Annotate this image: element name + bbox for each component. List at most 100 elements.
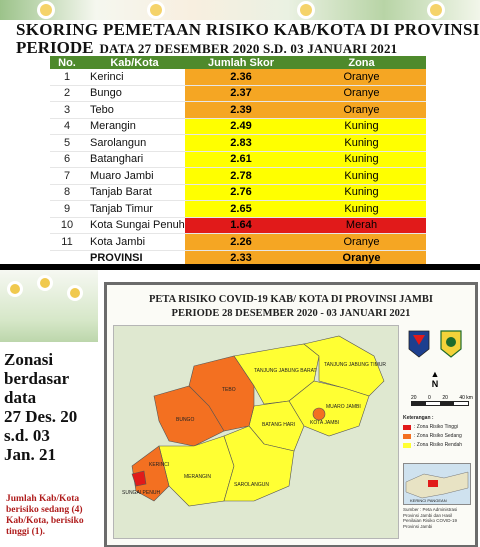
cell-skor: 2.76 [185,184,297,201]
flower-icon [430,4,442,16]
table-row: 10 Kota Sungai Penuh 1.64 Merah [50,217,426,234]
period-label: PERIODE [16,38,94,57]
cell-skor: 2.65 [185,200,297,218]
label-sarolangun: SAROLANGUN [234,482,269,488]
score-table: No. Kab/Kota Jumlah Skor Zona 1 Kerinci 2.… [50,56,426,264]
cell-zona: Oranye [297,101,426,119]
flower-icon [10,284,20,294]
flower-icon [150,4,162,16]
cell-kab: Muaro Jambi [84,167,185,185]
label-kota-jambi: KOTA JAMBI [310,420,339,426]
legend-label: : Zona Risiko Tinggi [414,424,458,430]
zonation-line: Jan. 21 [4,445,56,464]
cell-zona: Kuning [297,167,426,185]
header-skor: Jumlah Skor [185,56,297,69]
cell-kab: Merangin [84,118,185,135]
score-panel: SKORING PEMETAAN RISIKO KAB/KOTA DI PROV… [0,0,480,264]
legend-swatch [403,433,411,439]
cell-skor: 1.64 [185,217,297,234]
region-bungo [153,385,225,447]
cell-kab: Sarolangun [84,134,185,152]
cell-no: 4 [50,118,84,135]
period-range: DATA 27 DESEMBER 2020 S.D. 03 JANUARI 20… [99,41,398,56]
label-sungai-penuh: SUNGAI PENUH [122,490,160,496]
cell-kab: Kota Sungai Penuh [84,217,185,234]
logo-svg [408,330,462,358]
zonation-title: Zonasi berdasar data 27 Des. 20 s.d. 03 … [4,350,100,464]
table-row: 4 Merangin 2.49 Kuning [50,118,426,135]
table-row: 5 Sarolangun 2.83 Kuning [50,134,426,152]
zonation-line: berdasar [4,369,70,388]
map-legend: Keterangan : : Zona Risiko Tinggi : Zona… [403,415,469,455]
logo-group [403,325,469,363]
zonation-line: 27 Des. 20 [4,407,78,426]
cell-kab: Tebo [84,101,185,119]
cell-zona: Kuning [297,118,426,135]
cell-skor: 2.39 [185,101,297,119]
legend-swatch [403,442,411,448]
legend-label: : Zona Risiko Rendah [414,442,463,448]
flower-icon [40,4,52,16]
header-no: No. [50,56,84,69]
cell-skor: 2.26 [185,233,297,251]
table-row: 6 Batanghari 2.61 Kuning [50,151,426,168]
page-title: SKORING PEMETAAN RISIKO KAB/KOTA DI PROV… [16,20,480,39]
cell-zona: Oranye [297,85,426,102]
cell-kab: Batanghari [84,151,185,168]
cell-skor: 2.61 [185,151,297,168]
scale-label: 20 [411,395,417,401]
map-title-line: PETA RISIKO COVID-19 KAB/ KOTA DI PROVIN… [148,294,434,305]
cell-no: 11 [50,233,84,251]
label-tanjab-barat: TANJUNG JABUNG BARAT [254,368,317,374]
cell-kab: Tanjab Barat [84,184,185,201]
cell-zona: Oranye [297,250,426,264]
cell-kab: Tanjab Timur [84,200,185,218]
zonation-line: s.d. 03 [4,426,50,445]
region-kerinci [131,445,170,502]
map-svg: TEBO BUNGO TANJUNG JABUNG BARAT TANJUNG … [114,326,398,538]
side-decorative-banner [0,270,98,342]
legend-item: : Zona Risiko Sedang [403,433,469,439]
label-merangin: MERANGIN [184,474,211,480]
cell-no: 6 [50,151,84,168]
map-title-line: PERIODE 28 DESEMBER 2020 - 03 JANUARI 20… [171,308,411,319]
label-tebo: TEBO [222,387,236,393]
header-kab: Kab/Kota [84,56,185,69]
cell-skor: 2.83 [185,134,297,152]
flower-icon [40,278,50,288]
cell-zona: Kuning [297,134,426,152]
north-arrow-icon: ▲ N [425,369,445,391]
map-panel: Zonasi berdasar data 27 Des. 20 s.d. 03 … [0,270,480,547]
cell-skor: 2.78 [185,167,297,185]
cell-zona: Kuning [297,151,426,168]
cell-skor: 2.33 [185,250,297,264]
label-batanghari: BATANG HARI [262,422,295,428]
label-muaro-jambi: MUARO JAMBI [326,404,361,410]
cell-skor: 2.37 [185,85,297,102]
cell-no: 2 [50,85,84,102]
table-header-row: No. Kab/Kota Jumlah Skor Zona [50,56,426,69]
table-total-row: PROVINSI 2.33 Oranye [50,250,426,264]
risk-map-frame: PETA RISIKO COVID-19 KAB/ KOTA DI PROVIN… [104,282,478,547]
cell-zona: Kuning [297,200,426,218]
scale-bar: 20 0 20 40 km [411,395,473,409]
inset-map: KERINCI PANGEAN [403,463,471,505]
cell-zona: Oranye [297,233,426,251]
cell-no: 1 [50,69,84,86]
table-row: 8 Tanjab Barat 2.76 Kuning [50,184,426,201]
cell-kab: PROVINSI [84,250,185,264]
header-zona: Zona [297,56,426,69]
cell-zona: Kuning [297,184,426,201]
cell-no: 7 [50,167,84,185]
cell-kab: Bungo [84,85,185,102]
cell-no: 5 [50,134,84,152]
cell-skor: 2.36 [185,69,297,86]
inset-svg: KERINCI PANGEAN [405,471,469,503]
cell-no: 8 [50,184,84,201]
cell-zona: Merah [297,217,426,234]
table-row: 11 Kota Jambi 2.26 Oranye [50,233,426,251]
cell-skor: 2.49 [185,118,297,135]
scale-label: 0 [428,395,431,401]
cell-no: 9 [50,200,84,218]
legend-title: Keterangan : [403,415,434,421]
